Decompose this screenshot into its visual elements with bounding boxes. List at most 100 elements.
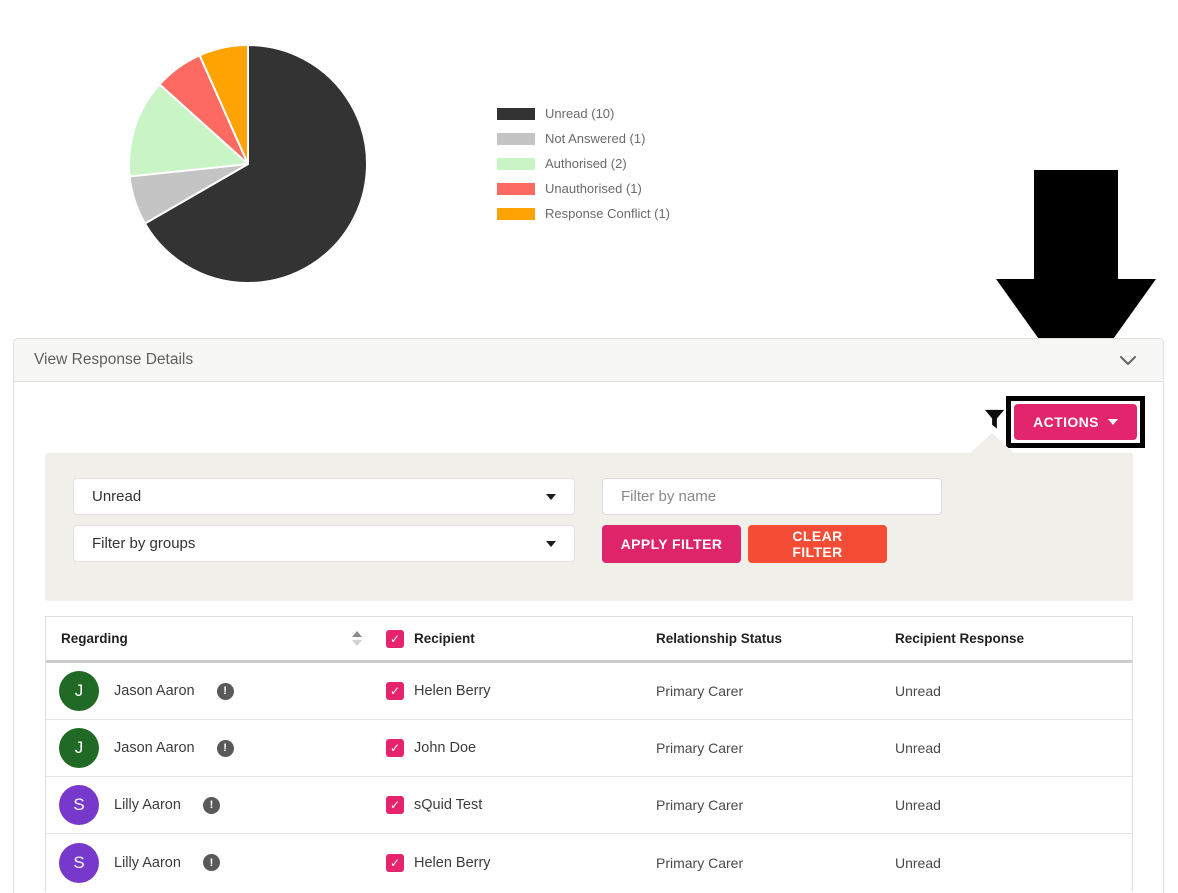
row-checkbox[interactable]: ✓ <box>386 739 404 757</box>
info-icon[interactable]: ! <box>216 682 234 700</box>
info-icon[interactable]: ! <box>202 796 220 814</box>
panel-title: View Response Details <box>34 351 194 368</box>
legend-item: Not Answered (1) <box>497 132 670 145</box>
filter-callout-triangle <box>970 433 1014 453</box>
legend-swatch <box>497 157 535 170</box>
regarding-name: Jason Aaron <box>114 683 195 699</box>
pie-slice <box>143 44 368 284</box>
legend-item: Unread (10) <box>497 107 670 120</box>
column-label: Regarding <box>61 631 128 646</box>
relationship-status-cell: Primary Carer <box>650 855 890 871</box>
annotation-arrow-down-icon <box>996 170 1156 391</box>
actions-highlight-box: ACTIONS <box>1006 396 1145 448</box>
recipient-response-cell: Unread <box>890 683 1132 699</box>
relationship-status-cell: Primary Carer <box>650 797 890 813</box>
view-response-details-panel: View Response Details ACTIONS Unread Fil… <box>13 338 1164 893</box>
caret-down-icon <box>546 493 556 500</box>
recipient-cell: ✓ Helen Berry <box>380 853 650 872</box>
legend-item: Unauthorised (1) <box>497 182 670 195</box>
apply-filter-button[interactable]: APPLY FILTER <box>602 525 741 563</box>
recipient-name: sQuid Test <box>414 797 483 813</box>
status-filter-dropdown[interactable]: Unread <box>73 478 575 515</box>
table-body: J Jason Aaron ! ✓ Helen Berry Primary Ca… <box>46 663 1132 891</box>
table-row: J Jason Aaron ! ✓ Helen Berry Primary Ca… <box>46 663 1132 720</box>
regarding-name: Lilly Aaron <box>114 854 181 871</box>
relationship-status: Primary Carer <box>656 683 744 699</box>
column-header-relationship-status: Relationship Status <box>650 631 890 646</box>
regarding-cell: S Lilly Aaron ! <box>46 785 380 825</box>
chart-legend: Unread (10) Not Answered (1) Authorised (2… <box>497 107 670 220</box>
avatar: J <box>59 728 99 768</box>
clear-filter-button[interactable]: CLEAR FILTER <box>748 525 887 563</box>
column-label: Recipient <box>414 631 475 646</box>
caret-down-icon <box>546 540 556 547</box>
recipient-response: Unread <box>895 797 941 813</box>
regarding-name: Lilly Aaron <box>114 797 181 813</box>
row-checkbox[interactable]: ✓ <box>386 796 404 814</box>
actions-button-label: ACTIONS <box>1033 414 1099 430</box>
name-filter-input[interactable] <box>602 478 942 515</box>
recipient-cell: ✓ John Doe <box>380 739 650 757</box>
groups-filter-dropdown[interactable]: Filter by groups <box>73 525 575 562</box>
table-row: S Lilly Aaron ! ✓ Helen Berry Primary Ca… <box>46 834 1132 891</box>
sort-asc-icon <box>352 631 362 637</box>
legend-label: Unread (10) <box>545 106 615 121</box>
recipient-name: Helen Berry <box>414 683 491 699</box>
panel-header[interactable]: View Response Details <box>14 339 1163 382</box>
regarding-cell: S Lilly Aaron ! <box>46 842 380 883</box>
recipient-cell: ✓ Helen Berry <box>380 682 650 700</box>
table-row: S Lilly Aaron ! ✓ sQuid Test Primary Car… <box>46 777 1132 834</box>
relationship-status: Primary Carer <box>656 797 744 813</box>
groups-filter-value: Filter by groups <box>92 535 196 552</box>
legend-swatch <box>497 207 535 220</box>
legend-label: Not Answered (1) <box>545 131 646 146</box>
info-icon[interactable]: ! <box>216 739 234 757</box>
regarding-cell: J Jason Aaron ! <box>46 728 380 768</box>
sort-icon[interactable] <box>352 631 362 646</box>
relationship-status-cell: Primary Carer <box>650 683 890 699</box>
select-all-checkbox[interactable]: ✓ <box>386 629 404 648</box>
filter-funnel-icon[interactable] <box>983 408 1006 431</box>
column-header-recipient: ✓ Recipient <box>380 629 650 648</box>
chevron-down-icon[interactable] <box>1120 356 1136 366</box>
avatar: S <box>59 785 99 825</box>
recipient-cell: ✓ sQuid Test <box>380 796 650 814</box>
legend-swatch <box>497 132 535 145</box>
legend-item: Response Conflict (1) <box>497 207 670 220</box>
info-icon[interactable]: ! <box>202 854 220 871</box>
column-label: Relationship Status <box>656 631 783 646</box>
legend-label: Authorised (2) <box>545 156 627 171</box>
recipient-response: Unread <box>895 683 941 699</box>
column-header-regarding[interactable]: Regarding <box>46 631 380 646</box>
table-header-row: Regarding ✓ Recipient Relationship Statu… <box>46 617 1132 663</box>
recipient-name: Helen Berry <box>414 854 491 871</box>
regarding-cell: J Jason Aaron ! <box>46 671 380 711</box>
caret-down-icon <box>1107 419 1118 425</box>
legend-item: Authorised (2) <box>497 157 670 170</box>
recipient-response-cell: Unread <box>890 855 1132 871</box>
avatar: S <box>59 842 99 883</box>
legend-label: Response Conflict (1) <box>545 206 670 221</box>
recipient-response-cell: Unread <box>890 740 1132 756</box>
legend-label: Unauthorised (1) <box>545 181 642 196</box>
recipient-response-cell: Unread <box>890 797 1132 813</box>
actions-button[interactable]: ACTIONS <box>1014 404 1137 440</box>
recipient-response: Unread <box>895 740 941 756</box>
legend-swatch <box>497 107 535 120</box>
row-checkbox[interactable]: ✓ <box>386 682 404 700</box>
avatar: J <box>59 671 99 711</box>
responses-table: Regarding ✓ Recipient Relationship Statu… <box>45 616 1133 891</box>
relationship-status-cell: Primary Carer <box>650 740 890 756</box>
filter-panel: Unread Filter by groups APPLY FILTER CLE… <box>45 453 1133 601</box>
recipient-name: John Doe <box>414 740 477 756</box>
relationship-status: Primary Carer <box>656 854 744 871</box>
status-filter-value: Unread <box>92 488 142 505</box>
column-header-recipient-response: Recipient Response <box>890 631 1132 646</box>
table-row: J Jason Aaron ! ✓ John Doe Primary Carer… <box>46 720 1132 777</box>
row-checkbox[interactable]: ✓ <box>386 853 404 872</box>
column-label: Recipient Response <box>895 631 1025 646</box>
recipient-response: Unread <box>895 854 941 871</box>
relationship-status: Primary Carer <box>656 740 744 756</box>
legend-swatch <box>497 182 535 195</box>
